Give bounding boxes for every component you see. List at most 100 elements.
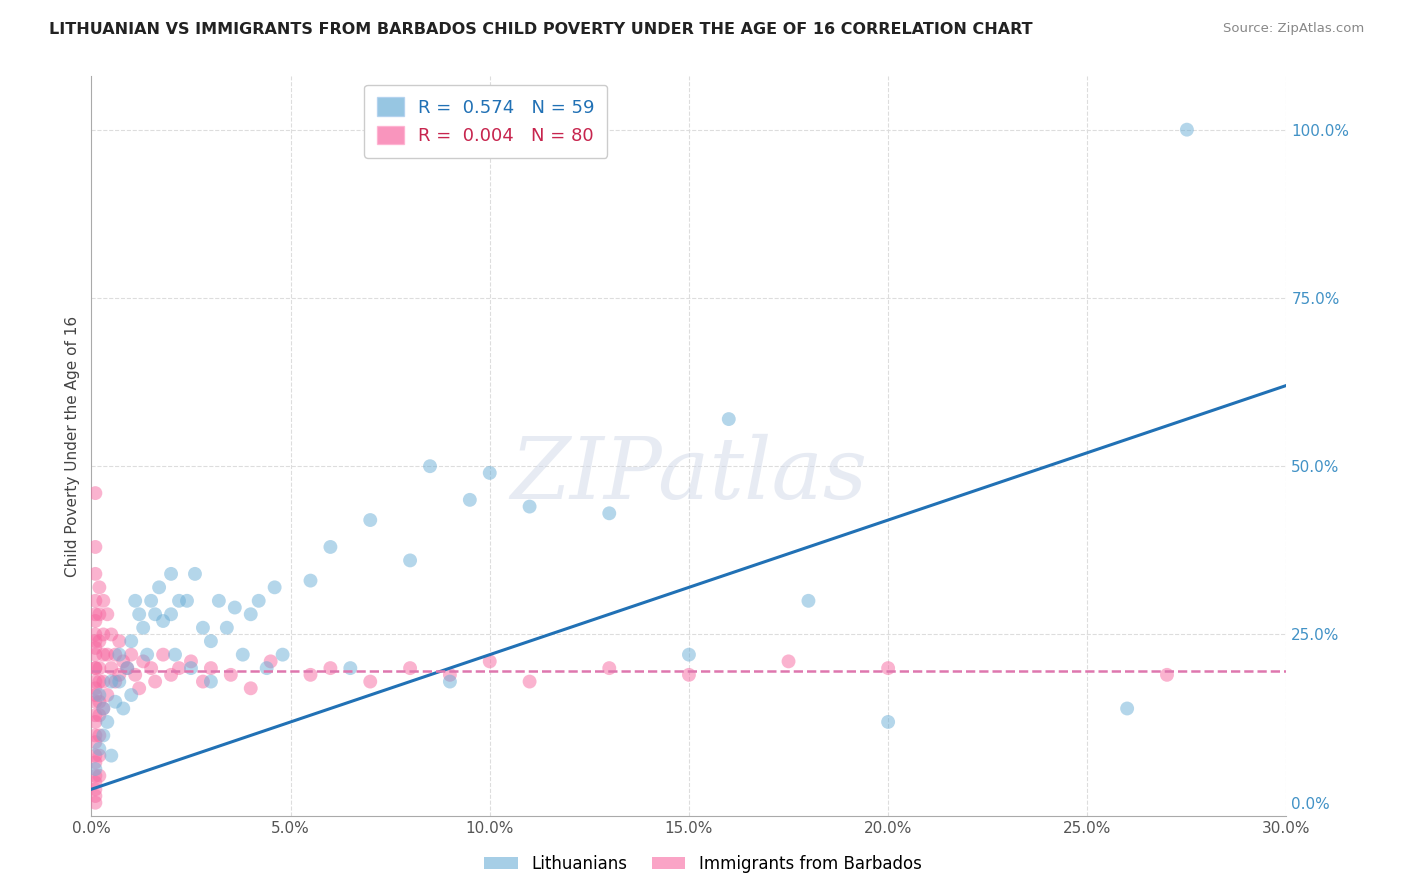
Point — [797, 594, 820, 608]
Point — [112, 654, 135, 668]
Point — [112, 701, 135, 715]
Legend: R =  0.574   N = 59, R =  0.004   N = 80: R = 0.574 N = 59, R = 0.004 N = 80 — [364, 85, 607, 158]
Point — [319, 540, 342, 554]
Point — [143, 674, 166, 689]
Point — [678, 648, 700, 662]
Point — [136, 648, 159, 662]
Point — [359, 513, 381, 527]
Point — [120, 634, 142, 648]
Point — [339, 661, 361, 675]
Point — [89, 742, 111, 756]
Point — [89, 661, 111, 675]
Point — [93, 594, 115, 608]
Point — [84, 756, 107, 770]
Point — [89, 580, 111, 594]
Point — [84, 775, 107, 789]
Point — [439, 674, 461, 689]
Point — [478, 466, 501, 480]
Point — [399, 661, 422, 675]
Point — [93, 627, 115, 641]
Point — [256, 661, 278, 675]
Point — [120, 648, 142, 662]
Point — [299, 574, 322, 588]
Point — [84, 769, 107, 783]
Point — [93, 648, 115, 662]
Point — [132, 654, 155, 668]
Point — [141, 594, 162, 608]
Point — [458, 492, 481, 507]
Point — [519, 674, 541, 689]
Point — [152, 614, 174, 628]
Point — [877, 661, 900, 675]
Point — [84, 681, 107, 696]
Point — [89, 748, 111, 763]
Point — [128, 607, 150, 622]
Point — [84, 782, 107, 797]
Point — [89, 674, 111, 689]
Point — [84, 688, 107, 702]
Point — [93, 701, 115, 715]
Point — [84, 762, 107, 776]
Point — [100, 674, 122, 689]
Point — [84, 640, 107, 655]
Point — [124, 668, 146, 682]
Point — [84, 728, 107, 742]
Point — [1175, 122, 1198, 136]
Text: ZIPatlas: ZIPatlas — [510, 434, 868, 517]
Point — [96, 648, 118, 662]
Point — [84, 648, 107, 662]
Point — [89, 769, 111, 783]
Point — [598, 506, 620, 520]
Point — [399, 553, 422, 567]
Point — [84, 594, 107, 608]
Point — [224, 600, 246, 615]
Point — [200, 634, 222, 648]
Point — [108, 634, 131, 648]
Point — [180, 654, 202, 668]
Point — [104, 695, 127, 709]
Point — [215, 621, 238, 635]
Point — [100, 661, 122, 675]
Point — [598, 661, 620, 675]
Point — [84, 674, 107, 689]
Point — [84, 614, 107, 628]
Point — [259, 654, 281, 668]
Point — [717, 412, 740, 426]
Point — [93, 701, 115, 715]
Y-axis label: Child Poverty Under the Age of 16: Child Poverty Under the Age of 16 — [65, 316, 80, 576]
Point — [84, 661, 107, 675]
Point — [239, 607, 262, 622]
Point — [84, 540, 107, 554]
Point — [84, 714, 107, 729]
Point — [100, 748, 122, 763]
Point — [84, 735, 107, 749]
Point — [191, 621, 214, 635]
Point — [271, 648, 294, 662]
Point — [89, 695, 111, 709]
Point — [84, 566, 107, 581]
Point — [519, 500, 541, 514]
Point — [167, 594, 190, 608]
Point — [160, 668, 183, 682]
Point — [84, 627, 107, 641]
Point — [84, 607, 107, 622]
Point — [89, 607, 111, 622]
Text: Source: ZipAtlas.com: Source: ZipAtlas.com — [1223, 22, 1364, 36]
Point — [120, 688, 142, 702]
Point — [141, 661, 162, 675]
Point — [439, 668, 461, 682]
Point — [208, 594, 231, 608]
Point — [143, 607, 166, 622]
Point — [778, 654, 800, 668]
Point — [84, 661, 107, 675]
Point — [132, 621, 155, 635]
Point — [89, 708, 111, 723]
Point — [180, 661, 202, 675]
Point — [1116, 701, 1139, 715]
Point — [232, 648, 254, 662]
Point — [200, 661, 222, 675]
Point — [124, 594, 146, 608]
Point — [678, 668, 700, 682]
Point — [184, 566, 207, 581]
Point — [219, 668, 242, 682]
